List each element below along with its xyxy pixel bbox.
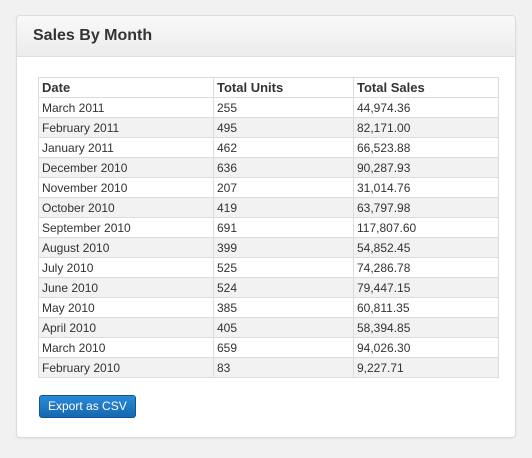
cell-date: May 2010 <box>38 297 214 318</box>
cell-total-units: 207 <box>213 177 354 198</box>
cell-date: February 2011 <box>38 117 214 138</box>
cell-date: September 2010 <box>38 217 214 238</box>
cell-total-units: 419 <box>213 197 354 218</box>
cell-total-units: 495 <box>213 117 354 138</box>
column-header-date: Date <box>38 77 214 98</box>
cell-total-sales: 79,447.15 <box>353 277 499 298</box>
cell-date: December 2010 <box>38 157 214 178</box>
sales-panel: Sales By Month Date Total Units Total Sa… <box>16 15 516 438</box>
sales-table-container: Date Total Units Total Sales March 2011 2… <box>38 77 499 378</box>
table-row: February 2010 83 9,227.71 <box>38 357 499 378</box>
cell-total-sales: 31,014.76 <box>353 177 499 198</box>
cell-date: March 2011 <box>38 97 214 118</box>
cell-total-sales: 60,811.35 <box>353 297 499 318</box>
table-row: March 2010 659 94,026.30 <box>38 337 499 358</box>
table-row: July 2010 525 74,286.78 <box>38 257 499 278</box>
table-body: March 2011 255 44,974.36 February 2011 495 82… <box>38 97 499 378</box>
cell-date: February 2010 <box>38 357 214 378</box>
sales-table: Date Total Units Total Sales March 2011 2… <box>38 77 499 378</box>
cell-total-sales: 90,287.93 <box>353 157 499 178</box>
cell-date: March 2010 <box>38 337 214 358</box>
export-csv-button[interactable]: Export as CSV <box>39 395 136 418</box>
panel-title: Sales By Month <box>33 27 153 44</box>
cell-total-sales: 54,852.45 <box>353 237 499 258</box>
cell-total-units: 636 <box>213 157 354 178</box>
cell-date: October 2010 <box>38 197 214 218</box>
cell-date: January 2011 <box>38 137 214 158</box>
cell-date: April 2010 <box>38 317 214 338</box>
table-row: April 2010 405 58,394.85 <box>38 317 499 338</box>
cell-date: July 2010 <box>38 257 214 278</box>
panel-header: Sales By Month <box>17 16 515 57</box>
cell-total-units: 525 <box>213 257 354 278</box>
cell-date: November 2010 <box>38 177 214 198</box>
table-row: December 2010 636 90,287.93 <box>38 157 499 178</box>
cell-total-units: 691 <box>213 217 354 238</box>
table-row: November 2010 207 31,014.76 <box>38 177 499 198</box>
table-row: October 2010 419 63,797.98 <box>38 197 499 218</box>
cell-total-units: 462 <box>213 137 354 158</box>
cell-total-sales: 82,171.00 <box>353 117 499 138</box>
cell-total-units: 255 <box>213 97 354 118</box>
table-row: June 2010 524 79,447.15 <box>38 277 499 298</box>
cell-total-sales: 66,523.88 <box>353 137 499 158</box>
cell-date: August 2010 <box>38 237 214 258</box>
table-row: May 2010 385 60,811.35 <box>38 297 499 318</box>
cell-total-sales: 74,286.78 <box>353 257 499 278</box>
cell-total-units: 399 <box>213 237 354 258</box>
cell-total-units: 659 <box>213 337 354 358</box>
table-row: January 2011 462 66,523.88 <box>38 137 499 158</box>
cell-total-units: 83 <box>213 357 354 378</box>
table-row: February 2011 495 82,171.00 <box>38 117 499 138</box>
cell-total-sales: 117,807.60 <box>353 217 499 238</box>
table-row: September 2010 691 117,807.60 <box>38 217 499 238</box>
table-header-row: Date Total Units Total Sales <box>38 77 499 98</box>
cell-date: June 2010 <box>38 277 214 298</box>
cell-total-sales: 63,797.98 <box>353 197 499 218</box>
table-row: August 2010 399 54,852.45 <box>38 237 499 258</box>
cell-total-sales: 94,026.30 <box>353 337 499 358</box>
column-header-total-units: Total Units <box>213 77 354 98</box>
cell-total-units: 405 <box>213 317 354 338</box>
column-header-total-sales: Total Sales <box>353 77 499 98</box>
table-row: March 2011 255 44,974.36 <box>38 97 499 118</box>
cell-total-sales: 9,227.71 <box>353 357 499 378</box>
cell-total-units: 524 <box>213 277 354 298</box>
cell-total-sales: 44,974.36 <box>353 97 499 118</box>
cell-total-sales: 58,394.85 <box>353 317 499 338</box>
cell-total-units: 385 <box>213 297 354 318</box>
